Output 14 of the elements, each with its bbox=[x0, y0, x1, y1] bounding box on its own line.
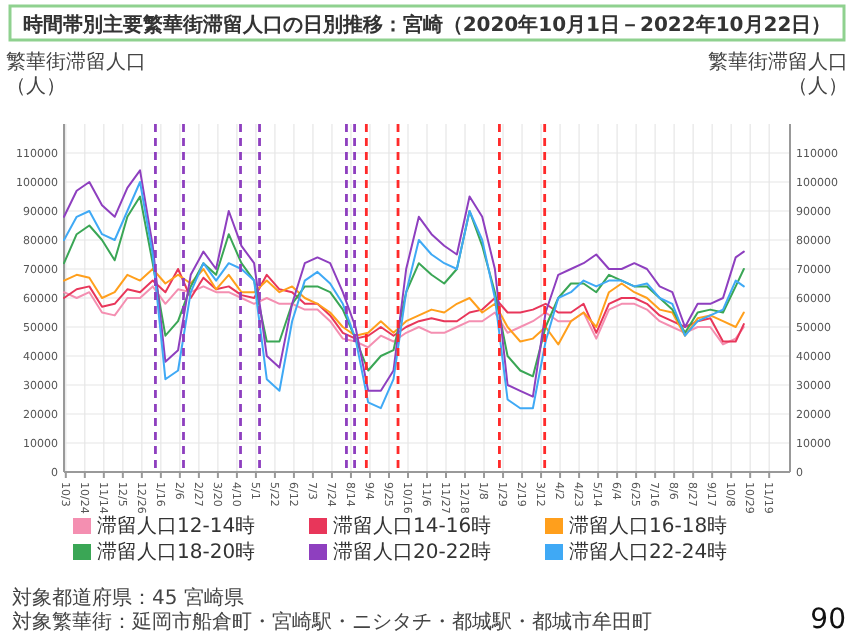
line-series bbox=[63, 195, 745, 378]
text: 対象繁華街：延岡市船倉町・宮崎駅・ニシタチ・都城駅・都城市牟田町 bbox=[12, 610, 652, 634]
y2-axis-title: 繁華街滞留人口（人） bbox=[708, 50, 848, 98]
y-axis-title: 繁華街滞留人口（人） bbox=[6, 50, 146, 98]
legend-label: 滞留人口16-18時 bbox=[569, 514, 728, 538]
legend-label: 滞留人口18-20時 bbox=[97, 540, 256, 564]
legend-label: 滞留人口20-22時 bbox=[333, 540, 492, 564]
text: 対象都道府県：45 宮崎県 bbox=[12, 586, 244, 610]
line-series bbox=[63, 285, 745, 349]
legend-label: 滞留人口22-24時 bbox=[569, 540, 728, 564]
legend-label: 滞留人口12-14時 bbox=[97, 514, 256, 538]
legend-label: 滞留人口14-16時 bbox=[333, 514, 492, 538]
text: 90 bbox=[810, 604, 846, 636]
chart-title: 時間帯別主要繁華街滞留人口の日別推移：宮崎（2020年10月1日－2022年10月22日） bbox=[22, 13, 832, 37]
